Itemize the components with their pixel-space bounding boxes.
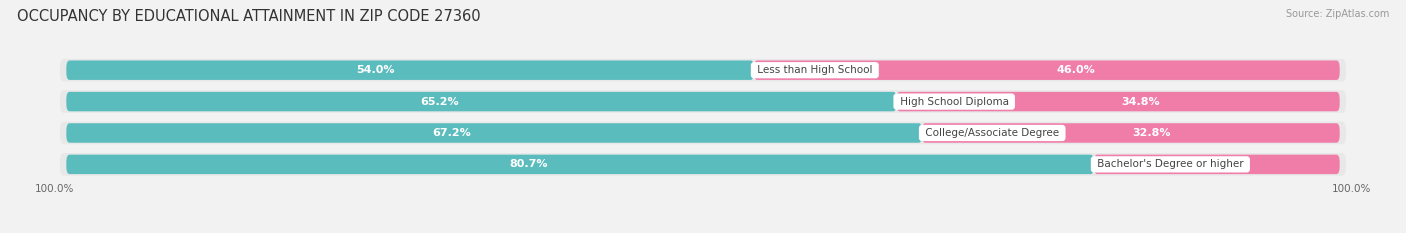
Text: 80.7%: 80.7%: [509, 159, 548, 169]
Text: High School Diploma: High School Diploma: [897, 97, 1012, 106]
Text: 34.8%: 34.8%: [1121, 97, 1160, 106]
FancyBboxPatch shape: [60, 59, 1346, 82]
Text: 19.3%: 19.3%: [1209, 159, 1249, 169]
Text: 100.0%: 100.0%: [1331, 184, 1371, 194]
FancyBboxPatch shape: [66, 155, 1094, 174]
FancyBboxPatch shape: [66, 123, 922, 143]
Text: 67.2%: 67.2%: [432, 128, 471, 138]
Text: 65.2%: 65.2%: [420, 97, 460, 106]
FancyBboxPatch shape: [922, 123, 1340, 143]
FancyBboxPatch shape: [66, 92, 897, 111]
FancyBboxPatch shape: [60, 122, 1346, 144]
Text: 100.0%: 100.0%: [35, 184, 75, 194]
Text: 54.0%: 54.0%: [357, 65, 395, 75]
Text: Bachelor's Degree or higher: Bachelor's Degree or higher: [1094, 159, 1247, 169]
FancyBboxPatch shape: [1094, 155, 1340, 174]
FancyBboxPatch shape: [60, 90, 1346, 113]
FancyBboxPatch shape: [754, 60, 1340, 80]
FancyBboxPatch shape: [66, 60, 754, 80]
Text: Source: ZipAtlas.com: Source: ZipAtlas.com: [1285, 9, 1389, 19]
FancyBboxPatch shape: [897, 92, 1340, 111]
Text: College/Associate Degree: College/Associate Degree: [922, 128, 1063, 138]
Text: Less than High School: Less than High School: [754, 65, 876, 75]
Text: 46.0%: 46.0%: [1057, 65, 1095, 75]
Text: OCCUPANCY BY EDUCATIONAL ATTAINMENT IN ZIP CODE 27360: OCCUPANCY BY EDUCATIONAL ATTAINMENT IN Z…: [17, 9, 481, 24]
FancyBboxPatch shape: [60, 153, 1346, 176]
Text: 32.8%: 32.8%: [1132, 128, 1171, 138]
